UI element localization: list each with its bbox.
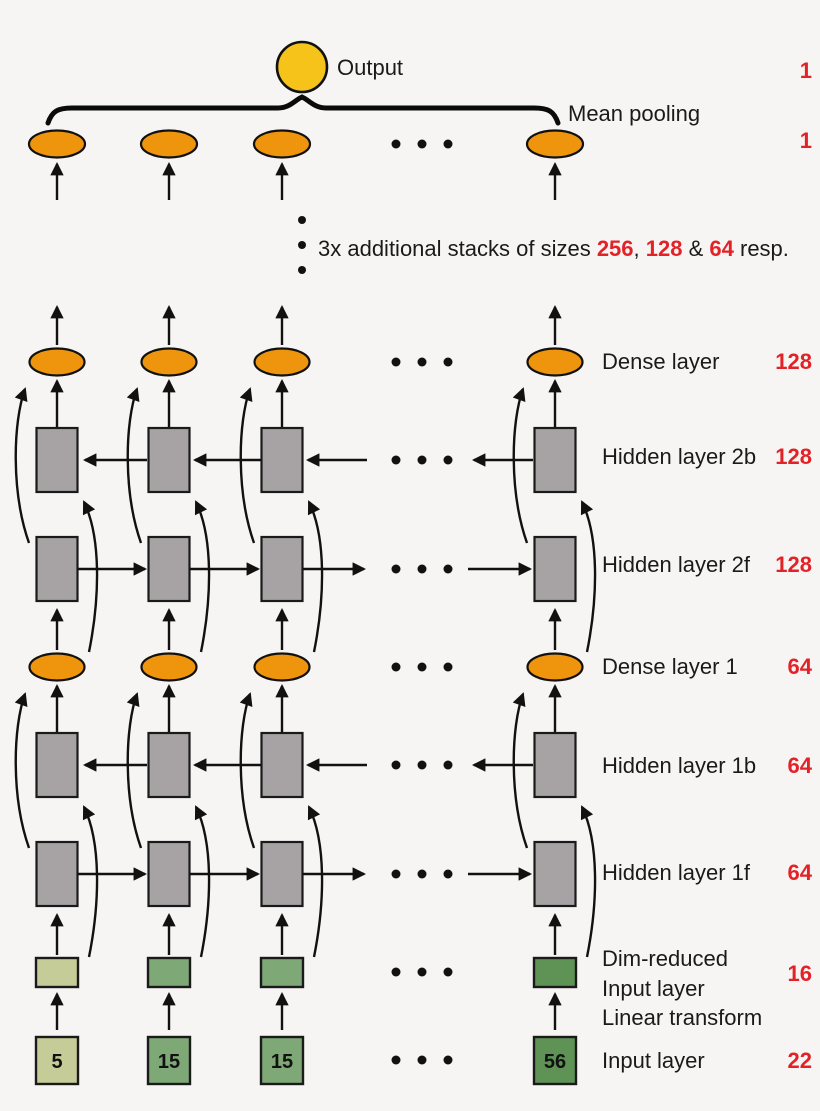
mean-pooling-label: Mean pooling bbox=[568, 101, 700, 126]
label-hidden-2b: Hidden layer 2b bbox=[602, 444, 756, 469]
label-dense-layer-1: Dense layer 1 bbox=[602, 654, 738, 679]
dim-mean-pooling: 1 bbox=[800, 128, 812, 153]
input-node bbox=[34, 1035, 80, 1086]
linear-transform-arrows bbox=[50, 991, 562, 1030]
output-label: Output bbox=[337, 55, 403, 80]
dim-dense-layer: 128 bbox=[775, 349, 812, 374]
label-dim-reduced-2: Input layer bbox=[602, 976, 705, 1001]
label-dim-reduced-1: Dim-reduced bbox=[602, 946, 728, 971]
label-linear-transform: Linear transform bbox=[602, 1005, 762, 1030]
input-node bbox=[146, 1035, 192, 1086]
vertical-ellipsis-dots bbox=[298, 216, 306, 274]
ellipsis-dots bbox=[391, 357, 453, 574]
dim-dense-layer-1: 64 bbox=[788, 654, 813, 679]
stack-1 bbox=[16, 654, 595, 958]
ellipsis-dots bbox=[391, 967, 453, 977]
dim-input-layer: 22 bbox=[788, 1048, 812, 1073]
mean-pooling-brace bbox=[45, 94, 561, 126]
input-value: 5 bbox=[51, 1051, 62, 1073]
input-row: 5 15 15 56 bbox=[34, 1035, 578, 1086]
dim-reduced-node bbox=[34, 956, 80, 989]
label-dense-layer: Dense layer bbox=[602, 349, 719, 374]
dim-reduced-node bbox=[532, 956, 578, 989]
input-value: 56 bbox=[544, 1051, 566, 1073]
stack-2 bbox=[16, 304, 595, 652]
elision-note: 3x additional stacks of sizes 256, 128 &… bbox=[298, 216, 789, 274]
mean-pooling-row bbox=[27, 129, 585, 200]
dim-output: 1 bbox=[800, 58, 812, 83]
input-value: 15 bbox=[158, 1051, 180, 1073]
dim-reduced-input-row bbox=[34, 956, 578, 989]
dim-dim-reduced: 16 bbox=[788, 961, 812, 986]
output-node: Output bbox=[275, 40, 403, 94]
dim-hidden-2b: 128 bbox=[775, 444, 812, 469]
pooling-ellipse bbox=[27, 129, 87, 159]
input-node bbox=[259, 1035, 305, 1086]
dim-hidden-2f: 128 bbox=[775, 552, 812, 577]
ellipsis-dots bbox=[391, 1055, 453, 1065]
dim-hidden-1b: 64 bbox=[788, 753, 813, 778]
dim-reduced-node bbox=[146, 956, 192, 989]
dim-reduced-node bbox=[259, 956, 305, 989]
layer-labels: Dense layer Hidden layer 2b Hidden layer… bbox=[602, 349, 762, 1073]
dim-hidden-1f: 64 bbox=[788, 860, 813, 885]
ellipsis-dots bbox=[391, 662, 453, 879]
additional-stacks-note: 3x additional stacks of sizes 256, 128 &… bbox=[318, 236, 789, 261]
label-hidden-2f: Hidden layer 2f bbox=[602, 552, 751, 577]
label-input-layer: Input layer bbox=[602, 1048, 705, 1073]
label-hidden-1b: Hidden layer 1b bbox=[602, 753, 756, 778]
pooling-ellipse bbox=[252, 129, 312, 159]
dimension-column: 1 1 128 128 128 64 64 64 16 22 bbox=[775, 58, 812, 1073]
ellipsis-dots bbox=[391, 139, 453, 149]
input-node bbox=[532, 1035, 578, 1086]
pooling-ellipse bbox=[525, 129, 585, 159]
label-hidden-1f: Hidden layer 1f bbox=[602, 860, 751, 885]
input-value: 15 bbox=[271, 1051, 293, 1073]
pooling-ellipse bbox=[139, 129, 199, 159]
output-circle bbox=[275, 40, 329, 94]
